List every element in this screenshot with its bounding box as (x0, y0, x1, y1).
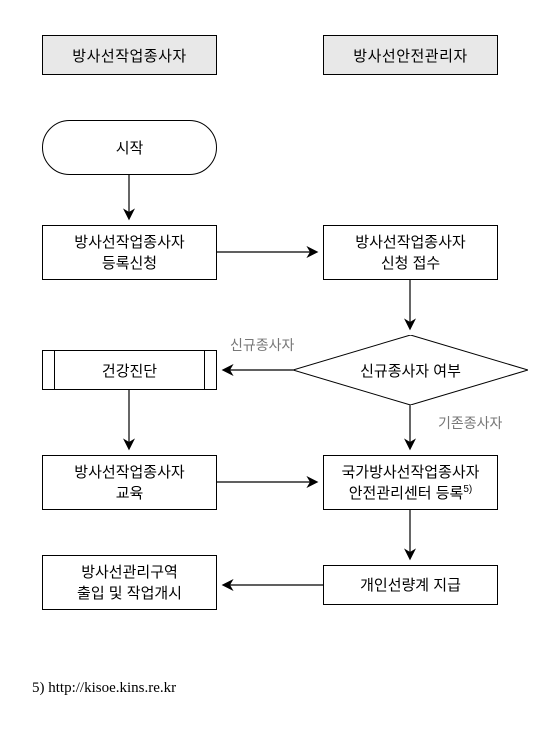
node-receive-line2: 신청 접수 (381, 253, 440, 274)
swimlane-header-left: 방사선작업종사자 (42, 35, 217, 75)
node-startwork-line1: 방사선관리구역 (81, 562, 178, 583)
node-health: 건강진단 (42, 350, 217, 390)
footnote: 5) http://kisoe.kins.re.kr (32, 680, 176, 697)
header-left-label: 방사선작업종사자 (72, 45, 186, 66)
node-dosimeter: 개인선량계 지급 (323, 565, 498, 605)
node-decision-label: 신규종사자 여부 (360, 360, 461, 381)
node-start: 시작 (42, 120, 217, 175)
node-apply-line1: 방사선작업종사자 (74, 232, 184, 253)
node-start-label: 시작 (116, 137, 144, 158)
node-education: 방사선작업종사자 교육 (42, 455, 217, 510)
node-receive-line1: 방사선작업종사자 (355, 232, 465, 253)
node-health-label: 건강진단 (102, 360, 157, 381)
node-register-line1: 국가방사선작업종사자 (341, 462, 479, 483)
node-education-line1: 방사선작업종사자 (74, 462, 184, 483)
header-right-label: 방사선안전관리자 (353, 45, 467, 66)
node-startwork-line2: 출입 및 작업개시 (77, 583, 182, 604)
node-dosimeter-label: 개인선량계 지급 (360, 575, 461, 596)
node-receive: 방사선작업종사자 신청 접수 (323, 225, 498, 280)
edge-label-existing: 기존종사자 (438, 413, 502, 433)
node-apply: 방사선작업종사자 등록신청 (42, 225, 217, 280)
node-education-line2: 교육 (116, 483, 144, 504)
edge-label-new: 신규종사자 (230, 335, 294, 355)
node-decision: 신규종사자 여부 (293, 335, 528, 405)
node-register-line2: 안전관리센터 등록5) (349, 483, 472, 504)
node-startwork: 방사선관리구역 출입 및 작업개시 (42, 555, 217, 610)
node-register: 국가방사선작업종사자 안전관리센터 등록5) (323, 455, 498, 510)
node-apply-line2: 등록신청 (102, 253, 157, 274)
swimlane-header-right: 방사선안전관리자 (323, 35, 498, 75)
